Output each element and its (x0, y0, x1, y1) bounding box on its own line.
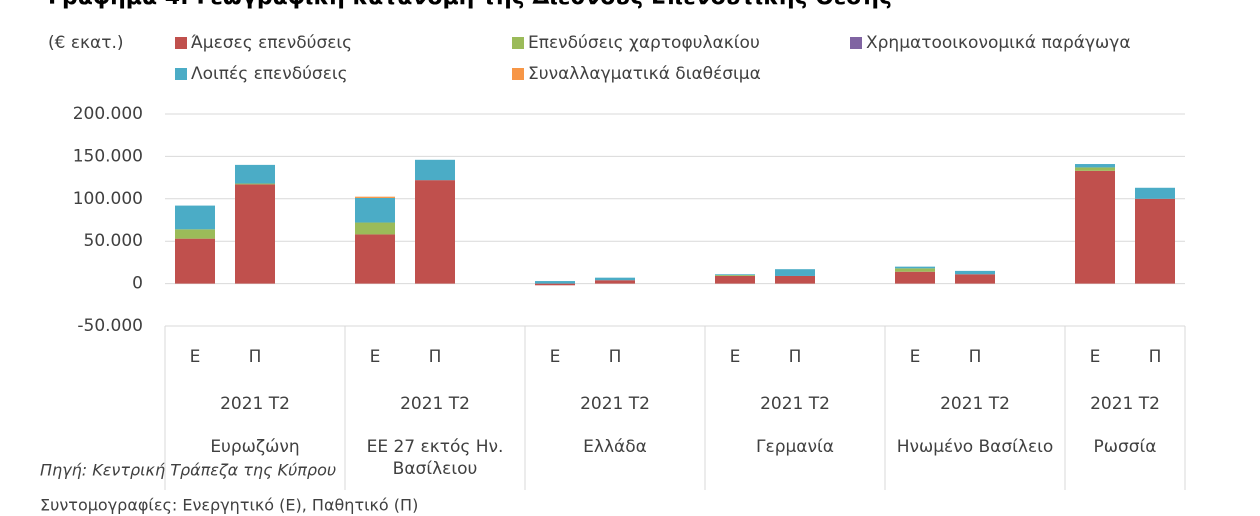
bar-segment (175, 205, 215, 230)
group-label: Γερμανία (756, 437, 834, 457)
source: Πηγή: Κεντρική Τράπεζα της Κύπρου (40, 461, 336, 480)
bar-segment (235, 184, 275, 284)
group-label: Ρωσσία (1093, 437, 1157, 457)
x-tick-label: Π (609, 347, 622, 367)
y-tick-label: -50.000 (77, 316, 143, 336)
period-label: 2021 Τ2 (220, 394, 290, 414)
x-tick-label: Ε (730, 347, 741, 367)
note: Συντομογραφίες: Ενεργητικό (Ε), Παθητικό… (40, 496, 418, 515)
bar-segment (235, 183, 275, 185)
unit-label: (€ εκατ.) (48, 33, 124, 53)
bar-segment (235, 164, 275, 184)
legend-label: Χρηματοοικονομικά παράγωγα (866, 33, 1131, 53)
x-tick-label: Ε (550, 347, 561, 367)
bar-segment (895, 271, 935, 284)
period-label: 2021 Τ2 (400, 394, 470, 414)
period-label: 2021 Τ2 (760, 394, 830, 414)
x-tick-label: Π (789, 347, 802, 367)
group-label: Ελλάδα (583, 437, 647, 457)
period-label: 2021 Τ2 (580, 394, 650, 414)
legend-swatch (512, 68, 524, 80)
legend-swatch (512, 37, 524, 49)
y-tick-label: 150.000 (73, 146, 143, 166)
period-label: 2021 Τ2 (940, 394, 1010, 414)
bar-segment (355, 222, 395, 235)
y-tick-label: 0 (132, 274, 143, 294)
bar-segment (175, 229, 215, 239)
x-tick-label: Π (1149, 347, 1162, 367)
group-label: Ηνωμένο Βασίλειο (896, 437, 1054, 457)
x-tick-label: Ε (190, 347, 201, 367)
bar-segment (355, 196, 395, 198)
bar-segment (415, 159, 455, 181)
bar-segment (1075, 164, 1115, 168)
bar-segment (415, 180, 455, 284)
legend-swatch (850, 37, 862, 49)
bar-segment (955, 270, 995, 275)
x-tick-label: Ε (1090, 347, 1101, 367)
y-tick-label: 200.000 (73, 104, 143, 124)
x-tick-label: Π (969, 347, 982, 367)
bar-segment (1135, 187, 1175, 199)
x-tick-label: Π (429, 347, 442, 367)
bar-segment (715, 274, 755, 276)
bar-segment (355, 234, 395, 284)
legend-label: Συναλλαγματικά διαθέσιμα (528, 64, 761, 84)
bar-segment (535, 283, 575, 286)
legend-label: Επενδύσεις χαρτοφυλακίου (528, 33, 760, 53)
bar-segment (775, 269, 815, 276)
bar-segment (355, 197, 395, 223)
bar-segment (715, 275, 755, 284)
legend-label: Άμεσες επενδύσεις (191, 33, 352, 53)
y-tick-label: 100.000 (73, 189, 143, 209)
bar-segment (895, 266, 935, 269)
bar-segment (895, 268, 935, 272)
bar-segment (955, 274, 995, 284)
legend-swatch (175, 37, 187, 49)
legend-swatch (175, 68, 187, 80)
period-label: 2021 Τ2 (1090, 394, 1160, 414)
bar-segment (1075, 167, 1115, 171)
x-tick-label: Ε (910, 347, 921, 367)
bar-segment (1135, 198, 1175, 284)
bar-segment (1075, 170, 1115, 284)
bar-segment (175, 238, 215, 284)
x-tick-label: Ε (370, 347, 381, 367)
bar-segment (595, 277, 635, 281)
bar-segment (775, 275, 815, 284)
y-tick-label: 50.000 (84, 231, 143, 251)
group-label: Ευρωζώνη (210, 437, 300, 457)
legend-label: Λοιπές επενδύσεις (191, 64, 348, 84)
group-label: ΕΕ 27 εκτός Ην. Βασίλειου (366, 437, 504, 479)
bar-segment (595, 280, 635, 284)
chart-title: Γράφημα 4: Γεωγραφική κατανομή της Διεθν… (48, 0, 892, 10)
x-tick-label: Π (249, 347, 262, 367)
bar-segment (535, 281, 575, 284)
bar-segment (715, 275, 755, 276)
